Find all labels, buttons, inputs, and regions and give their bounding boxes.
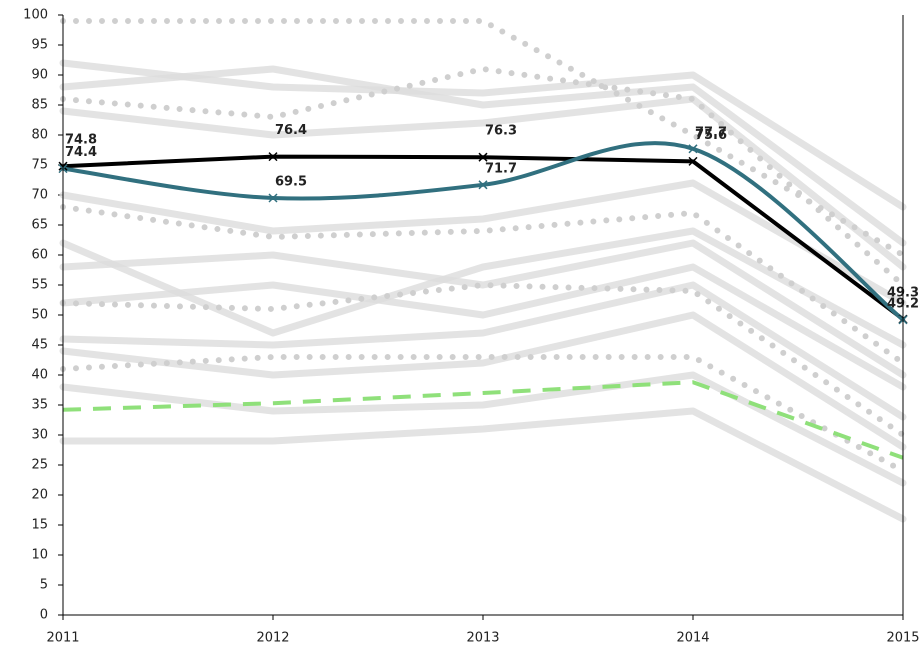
- y-tick-label: 15: [31, 518, 48, 533]
- y-tick-label: 45: [31, 338, 48, 353]
- data-label: 71.7: [485, 161, 517, 176]
- x-tick-label: 2011: [46, 631, 79, 646]
- background-line: [59, 65, 907, 247]
- background-line: [59, 179, 907, 307]
- y-tick-label: 20: [31, 488, 48, 503]
- background-line: [59, 227, 907, 349]
- data-label: 76.4: [275, 123, 307, 138]
- y-tick-label: 5: [40, 578, 48, 593]
- marker: [478, 152, 488, 162]
- marker: [688, 156, 698, 166]
- background-line: [59, 281, 907, 421]
- y-tick-label: 50: [31, 308, 48, 323]
- marker: [688, 144, 698, 154]
- x-tick-label: 2012: [256, 631, 289, 646]
- background-line: [59, 311, 907, 451]
- background-line: [60, 18, 906, 258]
- y-tick-label: 75: [31, 158, 48, 173]
- y-tick-label: 55: [31, 278, 48, 293]
- data-label: 74.8: [65, 133, 97, 148]
- background-line: [60, 354, 906, 474]
- y-tick-label: 0: [40, 608, 48, 623]
- data-label: 77.7: [695, 125, 727, 140]
- y-tick-label: 80: [31, 128, 48, 143]
- marker: [268, 152, 278, 162]
- data-label: 74.4: [65, 145, 97, 160]
- y-tick-label: 35: [31, 398, 48, 413]
- y-tick-label: 60: [31, 248, 48, 263]
- data-label: 75.6: [695, 128, 727, 143]
- x-tick-label: 2014: [676, 631, 709, 646]
- background-line: [60, 282, 906, 438]
- y-tick-label: 25: [31, 458, 48, 473]
- background-line: [59, 263, 907, 391]
- data-label: 76.3: [485, 124, 517, 139]
- y-tick-label: 40: [31, 368, 48, 383]
- y-tick-label: 100: [23, 8, 48, 23]
- y-tick-label: 90: [31, 68, 48, 83]
- background-line: [59, 371, 907, 487]
- background-line: [62, 380, 904, 460]
- background-line: [59, 407, 907, 523]
- y-tick-label: 30: [31, 428, 48, 443]
- y-tick-label: 10: [31, 548, 48, 563]
- background-line: [59, 59, 907, 211]
- background-line: [60, 66, 906, 288]
- background-line: [59, 95, 907, 271]
- series-line: [61, 141, 905, 322]
- background-line: [59, 239, 907, 379]
- x-tick-label: 2013: [466, 631, 499, 646]
- background-line: [60, 204, 906, 366]
- marker: [478, 180, 488, 190]
- data-label: 69.5: [275, 175, 307, 190]
- x-tick-label: 2015: [886, 631, 919, 646]
- y-tick-label: 85: [31, 98, 48, 113]
- y-tick-label: 70: [31, 188, 48, 203]
- marker: [268, 193, 278, 203]
- y-tick-label: 65: [31, 218, 48, 233]
- y-tick-label: 95: [31, 38, 48, 53]
